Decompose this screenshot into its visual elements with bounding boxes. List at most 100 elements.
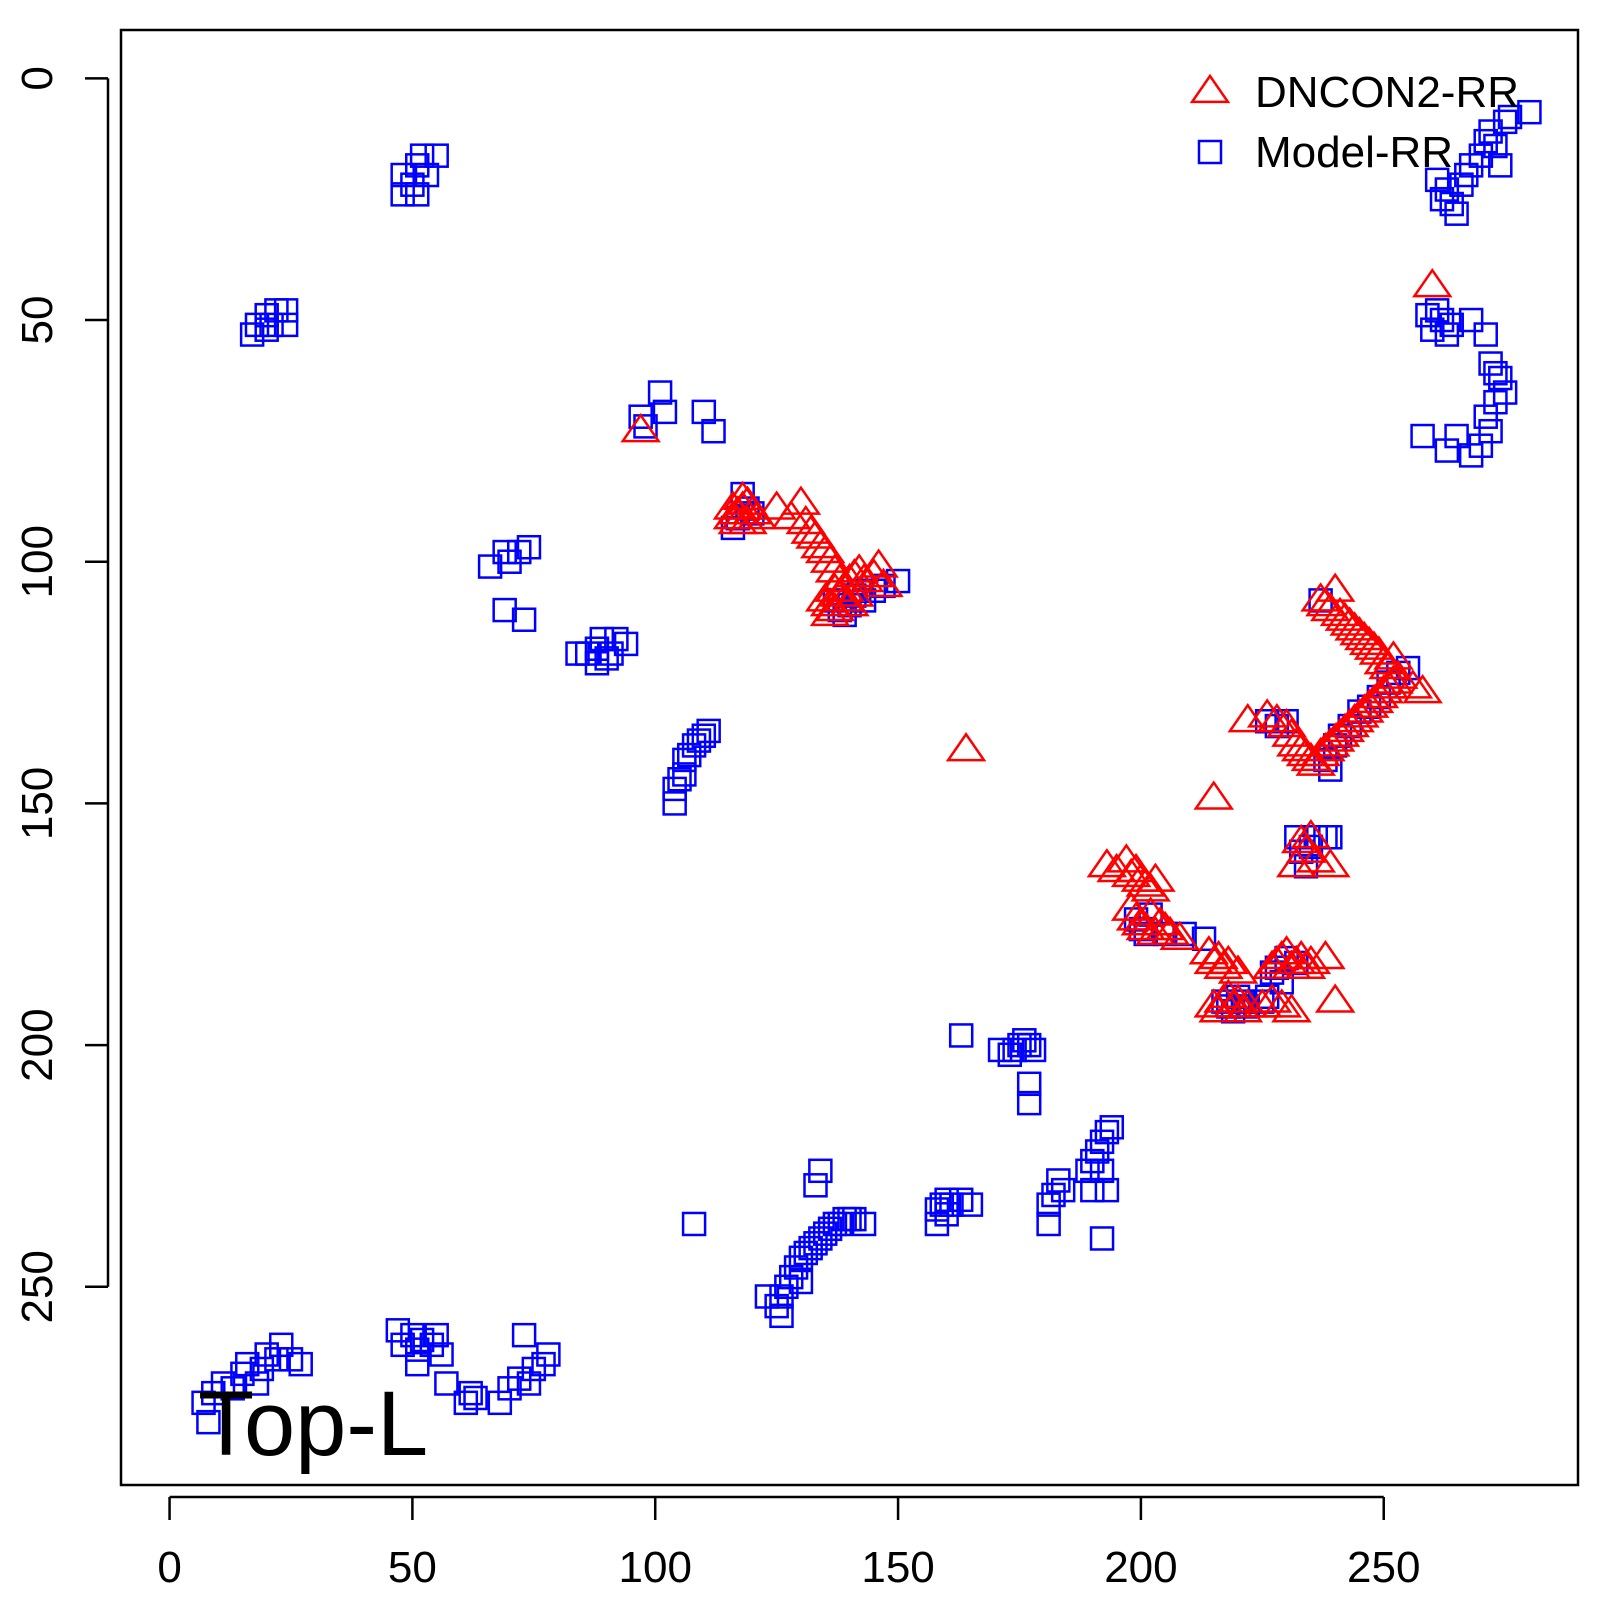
dncon2-rr-point [1149, 915, 1191, 946]
dncon2-rr-point [1227, 703, 1269, 733]
model-rr-point [429, 1342, 454, 1367]
model-rr-point [1016, 1090, 1042, 1116]
model-rr-point [477, 554, 503, 579]
model-rr-point [269, 1332, 294, 1358]
model-rr-point [1036, 1211, 1061, 1237]
model-rr-point [1036, 1192, 1061, 1217]
model-rr-point [492, 597, 517, 623]
model-rr-point [987, 1037, 1013, 1063]
x-tick-label: 50 [388, 1543, 437, 1592]
dncon2-rr-point [809, 596, 851, 627]
model-rr-point [1444, 423, 1469, 449]
model-rr-point [1483, 360, 1508, 386]
model-rr-point [516, 534, 542, 560]
model-rr-point [1046, 1168, 1071, 1193]
model-rr-point [1424, 298, 1450, 323]
model-rr-point [210, 1371, 236, 1396]
model-rr-point [1084, 1139, 1110, 1164]
dncon2-rr-point [1290, 944, 1332, 975]
model-rr-point [220, 1376, 245, 1401]
dncon2-rr-point [756, 490, 797, 520]
dncon2-rr-point [834, 577, 875, 607]
model-rr-point [1458, 153, 1484, 178]
model-rr-point [788, 1269, 814, 1295]
model-rr-point [497, 1376, 522, 1401]
model-rr-point [1016, 1071, 1042, 1097]
model-rr-point [667, 767, 692, 792]
model-rr-point [400, 1322, 425, 1348]
model-rr-point [1424, 167, 1450, 193]
y-axis: 0 50 100 150 200 250 [13, 66, 110, 1324]
model-rr-point [808, 1226, 833, 1251]
model-rr-point [701, 418, 726, 444]
x-tick-label: 100 [619, 1543, 692, 1592]
model-rr-point [390, 162, 415, 188]
model-rr-point [196, 1409, 221, 1435]
dncon2-rr-point [1198, 993, 1239, 1023]
model-rr-point [1434, 177, 1460, 202]
dncon2-rr-point [785, 504, 827, 535]
model-rr-point [827, 1211, 853, 1237]
y-tick-label: 150 [13, 767, 62, 840]
model-rr-point [662, 791, 687, 816]
dncon2-rr-point [1305, 939, 1346, 970]
legend-square-icon [1197, 139, 1223, 165]
y-tick-label: 200 [13, 1008, 62, 1081]
model-rr-point [997, 1042, 1023, 1068]
dncon2-rr-point [1280, 939, 1322, 970]
model-rr-point [948, 1023, 974, 1048]
model-rr-point [1016, 1032, 1042, 1058]
model-rr-point [1444, 201, 1469, 226]
model-rr-point [1458, 443, 1484, 468]
model-rr-point [458, 1380, 483, 1406]
model-rr-point [778, 1264, 804, 1290]
model-rr-point [1483, 133, 1508, 159]
model-rr-point [254, 317, 279, 342]
model-rr-point [599, 641, 624, 666]
model-rr-point [1468, 143, 1494, 168]
model-rr-point [1089, 1226, 1115, 1251]
dncon2-rr-point [1251, 983, 1293, 1013]
dncon2-rr-point [1193, 780, 1235, 810]
model-rr-point [686, 728, 712, 753]
model-rr-point [1473, 404, 1498, 429]
x-tick-label: 150 [861, 1543, 934, 1592]
dncon2-rr-point [1110, 891, 1152, 921]
model-rr-point [1439, 191, 1464, 217]
model-rr-point [793, 1240, 819, 1266]
dncon2-rr-point [1295, 746, 1337, 776]
model-rr-point [1089, 1129, 1115, 1155]
model-rr-point [511, 1322, 537, 1348]
dncon2-rr-point [712, 490, 754, 520]
model-rr-point [434, 1371, 459, 1396]
dncon2-rr-point [1261, 988, 1303, 1018]
dncon2-rr-point [829, 587, 870, 617]
model-rr-point [696, 718, 721, 744]
model-rr-point [511, 607, 537, 632]
model-rr-point [652, 399, 678, 425]
model-rr-point [1002, 1037, 1027, 1063]
model-rr-point [812, 1221, 838, 1246]
model-rr-point [385, 1318, 411, 1343]
model-rr-point [1099, 1115, 1125, 1140]
dncon2-rr-point [1314, 572, 1356, 602]
legend: DNCON2-RR Model-RR [1189, 68, 1519, 177]
model-rr-point [939, 1192, 964, 1217]
model-rr-point [672, 747, 697, 773]
model-rr-point [1094, 1119, 1120, 1145]
dncon2-rr-point [795, 519, 836, 549]
model-rr-point [230, 1361, 255, 1387]
model-rr-point [424, 143, 449, 168]
model-rr-point [754, 1284, 780, 1309]
model-rr-point [958, 1192, 984, 1217]
model-rr-point [405, 1337, 430, 1362]
model-rr-point [1439, 312, 1464, 338]
dncon2-rr-point [1159, 920, 1201, 950]
dncon2-rr-point [620, 413, 661, 443]
dncon2-rr-point [1217, 983, 1259, 1013]
model-rr-point [405, 1351, 430, 1377]
model-rr-point [681, 1211, 707, 1237]
model-rr-point [783, 1255, 809, 1280]
model-rr-point [288, 1351, 313, 1377]
dncon2-rr-point [1135, 862, 1176, 892]
